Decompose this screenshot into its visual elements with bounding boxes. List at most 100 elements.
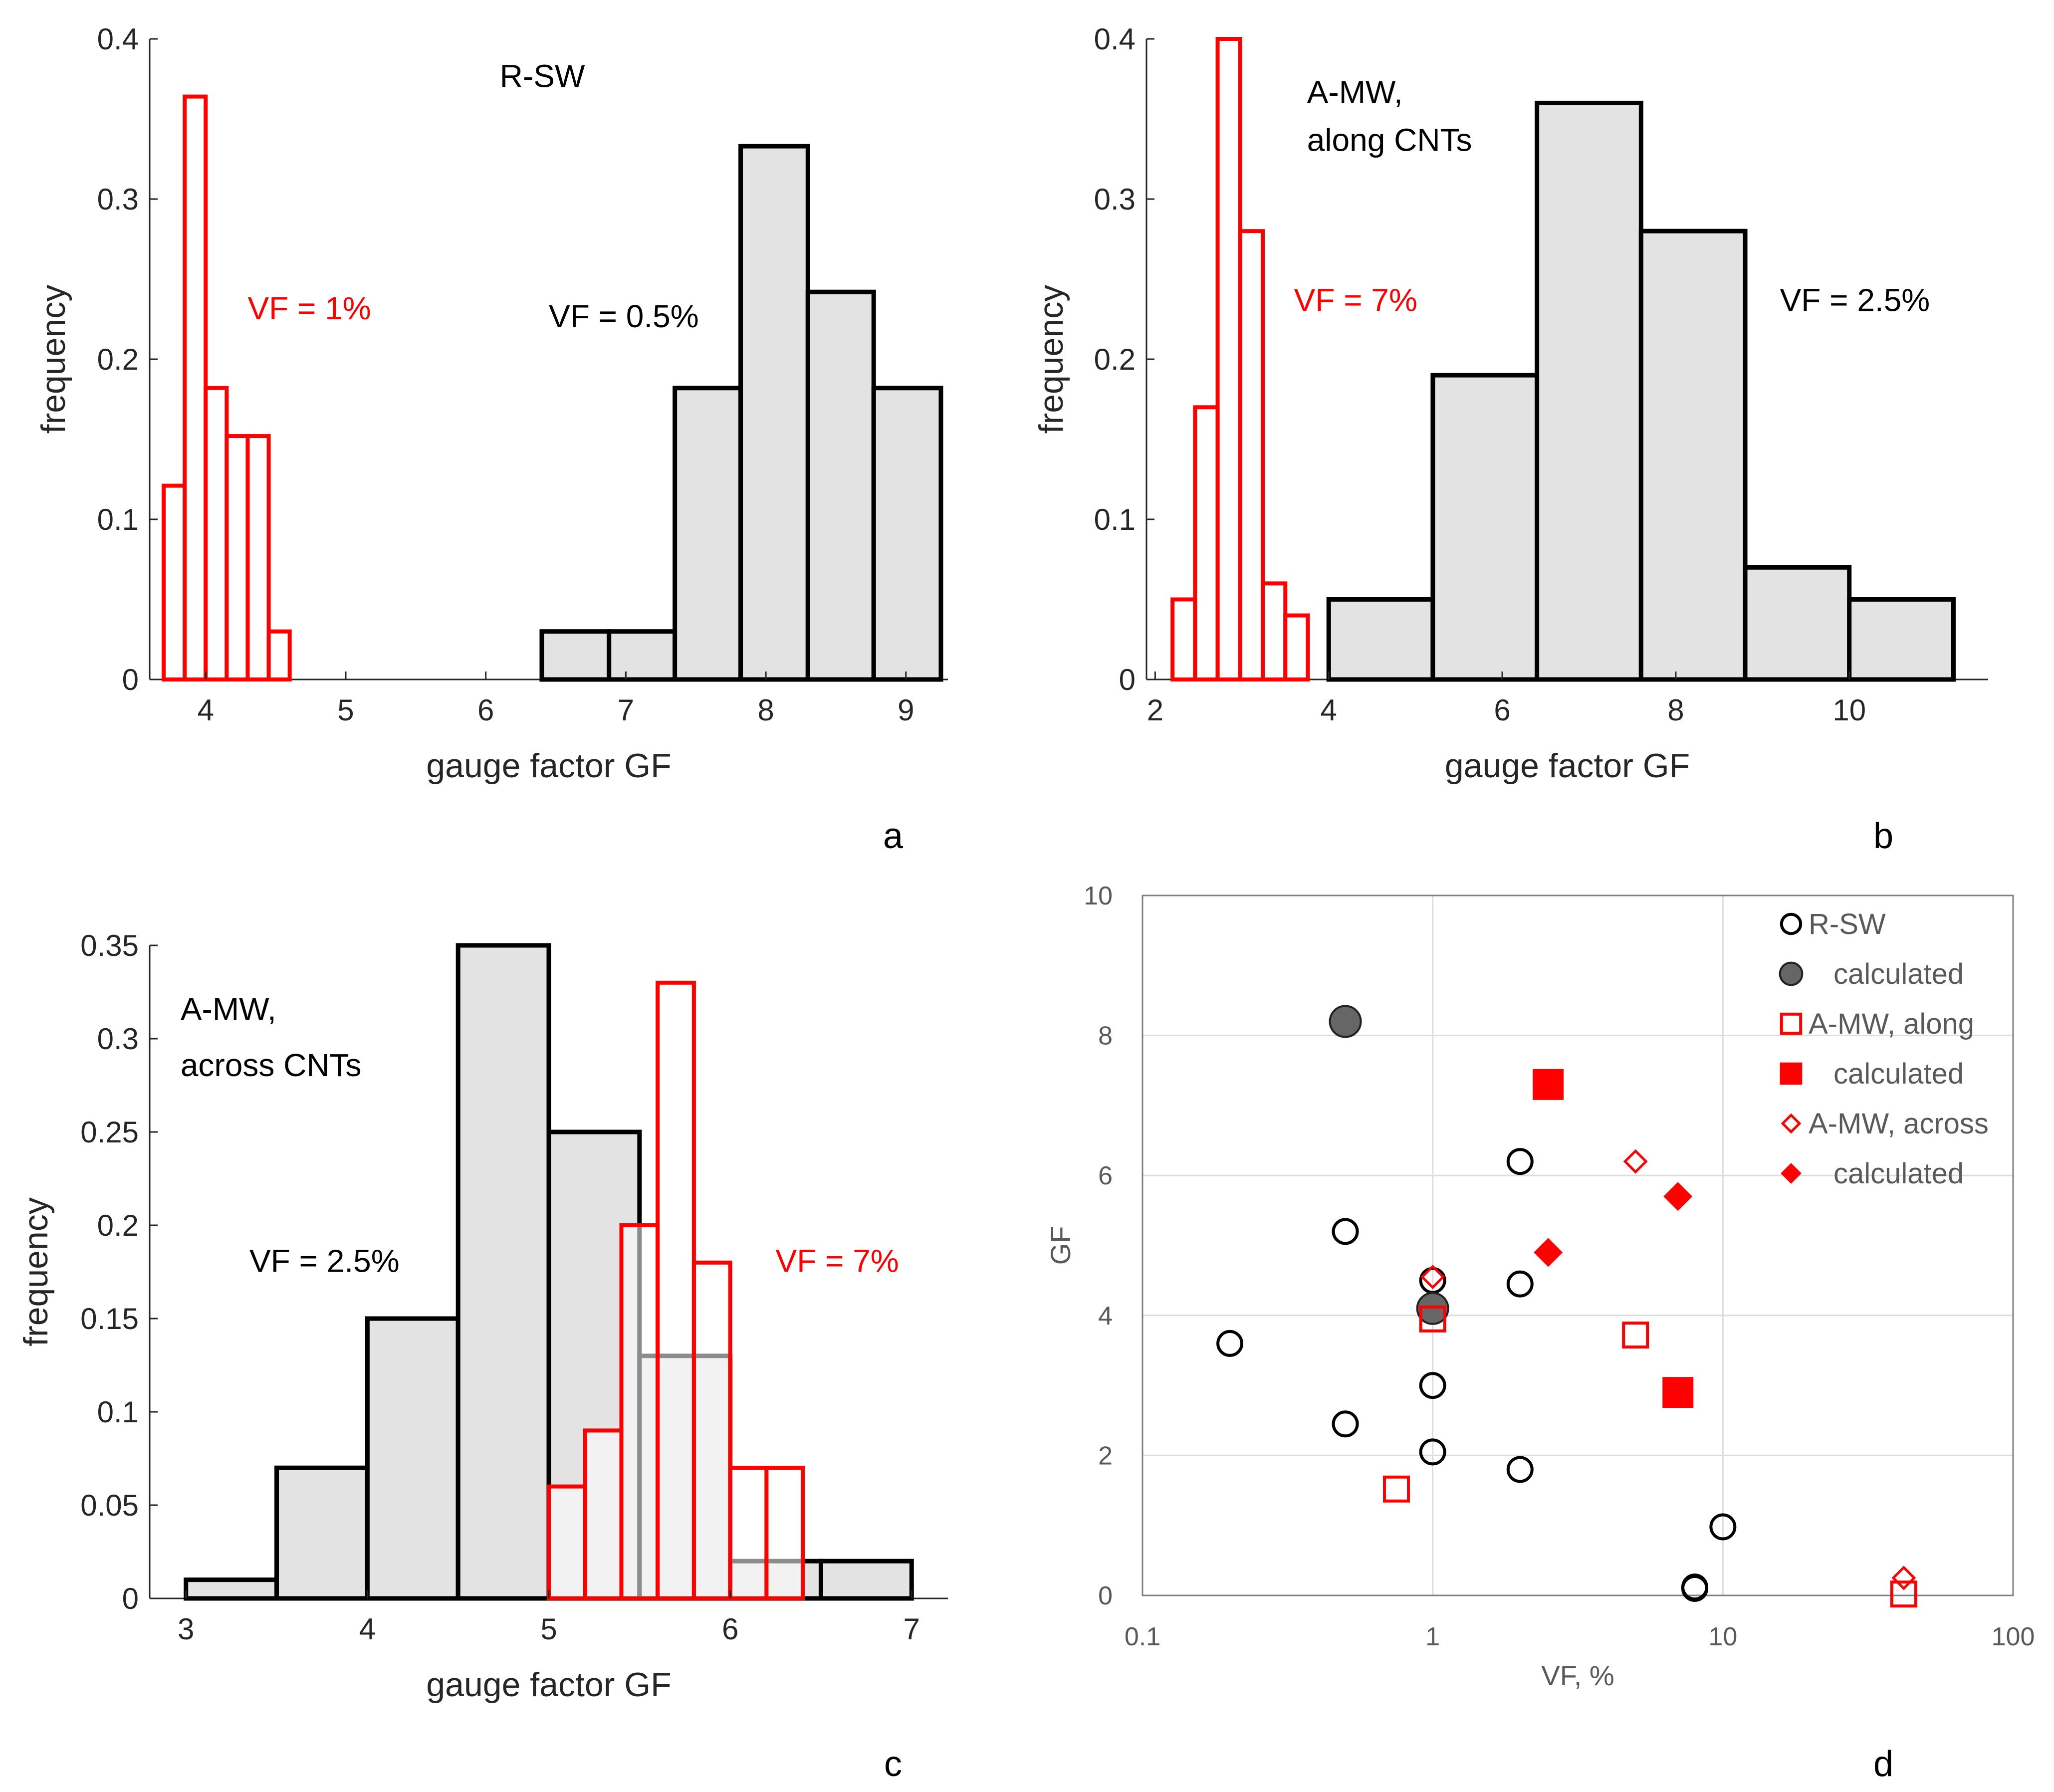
x-axis-label: VF, % [1541, 1660, 1614, 1691]
histogram-bar [1238, 229, 1265, 681]
legend-marker [1781, 1113, 1802, 1134]
scatter-series [1534, 1182, 1693, 1267]
histogram-bar [691, 1260, 732, 1601]
histogram-bar [818, 1559, 914, 1601]
y-tick-label: 0 [1119, 663, 1136, 696]
y-tick-label: 0.1 [1094, 503, 1136, 536]
data-point [1533, 1069, 1564, 1100]
histogram-bar [245, 434, 271, 682]
x-tick-label: 9 [898, 693, 914, 727]
legend-label: A-MW, along [1809, 1008, 1974, 1040]
data-point [1419, 1438, 1446, 1466]
legend-label: calculated [1833, 1157, 1964, 1190]
data-point [1662, 1377, 1694, 1408]
annotation: VF = 0.5% [549, 298, 699, 334]
histogram-series-red [547, 980, 805, 1601]
y-tick-label: 0.2 [97, 343, 139, 376]
annotation: VF = 2.5% [1780, 282, 1930, 318]
histogram-bar [274, 1465, 370, 1601]
y-tick-label: 10 [1084, 882, 1113, 910]
panel-label: a [883, 816, 904, 856]
histogram-bar [673, 386, 743, 682]
data-point [1216, 1330, 1244, 1357]
histogram-bar [1326, 597, 1435, 682]
histogram-bar [583, 1428, 624, 1600]
data-point [1622, 1322, 1649, 1349]
data-point [1419, 1372, 1446, 1399]
data-point [1506, 1148, 1534, 1175]
histogram-bar [365, 1316, 460, 1601]
data-point [1709, 1513, 1737, 1541]
y-tick-label: 0.3 [97, 1022, 139, 1056]
x-tick-label: 5 [337, 693, 354, 727]
scatter-series [1420, 1149, 1916, 1590]
panel-label: b [1873, 816, 1893, 856]
histogram-bar [1638, 228, 1748, 682]
x-tick-label: 6 [477, 693, 494, 727]
x-tick-label: 0.1 [1125, 1622, 1160, 1651]
annotation: across CNTs [181, 1047, 362, 1083]
data-point [1623, 1149, 1648, 1174]
x-tick-label: 8 [1667, 693, 1684, 727]
legend-marker [1780, 1062, 1803, 1085]
histogram-bar [871, 386, 943, 682]
data-point [1681, 1574, 1708, 1602]
y-tick-label: 0 [1098, 1581, 1113, 1610]
x-tick-label: 1 [1425, 1622, 1440, 1651]
data-point [1419, 1305, 1446, 1333]
y-tick-label: 0.15 [80, 1302, 139, 1336]
legend-label: A-MW, across [1809, 1108, 1989, 1140]
y-tick-label: 6 [1098, 1161, 1113, 1190]
x-tick-label: 6 [722, 1612, 738, 1646]
data-point [1534, 1238, 1563, 1267]
histogram-bar [225, 434, 250, 682]
data-point [1890, 1580, 1917, 1608]
data-point [1891, 1566, 1916, 1590]
histogram-bar [456, 943, 551, 1601]
y-axis-label: frequency [34, 285, 72, 434]
legend-label: R-SW [1809, 908, 1886, 940]
annotation: R-SW [500, 58, 585, 94]
y-tick-label: 0 [122, 663, 139, 696]
panel-c: 3 4 5 6 7 0 0.05 0.1 0.15 0.2 0.25 0.3 0.35 gauge fac… [17, 929, 948, 1784]
histogram-bar [764, 1466, 805, 1600]
y-tick-label: 0.05 [80, 1489, 139, 1522]
y-tick-label: 0.2 [97, 1209, 139, 1242]
histogram-series-red [162, 94, 292, 682]
y-axis-label: frequency [17, 1197, 55, 1346]
histogram-bar [539, 629, 612, 682]
histogram-bar [266, 629, 292, 681]
histogram-series-gray [539, 144, 943, 682]
annotation: A-MW, [181, 991, 276, 1027]
histogram-bar [547, 1484, 587, 1601]
panel-label: c [884, 1744, 902, 1784]
y-tick-label: 0.35 [80, 929, 139, 962]
histogram-bar [656, 980, 696, 1600]
x-tick-label: 3 [178, 1612, 194, 1646]
data-point [1420, 1265, 1445, 1290]
y-tick-label: 0.4 [1094, 22, 1136, 56]
histogram-bar [183, 94, 208, 681]
histogram-series-red [1170, 37, 1310, 682]
histogram-bar [1535, 100, 1643, 682]
y-tick-label: 0.2 [1094, 343, 1136, 376]
histogram-bar [204, 386, 229, 681]
y-tick-label: 0.1 [97, 503, 139, 536]
x-tick-label: 4 [359, 1612, 376, 1646]
x-axis-label: gauge factor GF [426, 747, 671, 785]
data-point [1506, 1456, 1534, 1483]
data-point [1329, 1005, 1362, 1038]
y-axis-label: frequency [1032, 285, 1070, 434]
x-axis-label: gauge factor GF [426, 1666, 671, 1704]
histogram-bar [184, 1577, 279, 1601]
x-tick-label: 8 [757, 693, 774, 727]
panel-b: 2 4 6 8 10 0 0.1 0.2 0.3 0.4 gauge factor GF freque… [1032, 22, 1988, 856]
data-point [1332, 1410, 1359, 1438]
data-point [1382, 1475, 1410, 1503]
histogram-bar [619, 1223, 660, 1600]
x-tick-label: 5 [540, 1612, 557, 1646]
plot-frame [1141, 895, 2014, 1596]
y-tick-label: 4 [1098, 1302, 1113, 1331]
annotation: along CNTs [1307, 122, 1472, 158]
histogram-bar [1215, 37, 1242, 681]
